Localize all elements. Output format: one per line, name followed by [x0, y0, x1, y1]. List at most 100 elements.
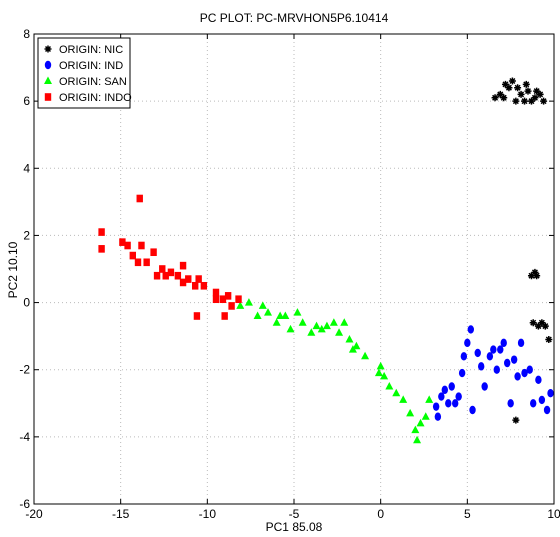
data-point: [529, 319, 537, 327]
legend-box: [37, 37, 131, 109]
data-point: [200, 281, 208, 290]
data-point: [441, 385, 448, 395]
data-point: [497, 345, 504, 354]
data-point: [541, 322, 549, 330]
data-point: [460, 352, 468, 361]
data-point: [455, 392, 462, 401]
data-point: [538, 319, 546, 327]
data-point: [514, 372, 521, 381]
data-point: [235, 295, 242, 304]
data-point: [385, 382, 394, 390]
data-point: [508, 77, 516, 85]
y-tick-label: 0: [23, 296, 30, 310]
data-point: [98, 228, 105, 236]
data-point: [547, 389, 554, 398]
data-point: [467, 325, 474, 334]
data-point: [293, 308, 302, 316]
data-point: [192, 281, 199, 290]
data-point: [531, 268, 539, 276]
data-point: [458, 368, 466, 378]
data-point: [543, 405, 551, 415]
data-point: [244, 298, 253, 306]
data-point: [143, 258, 150, 267]
data-point: [500, 338, 507, 348]
data-point: [224, 292, 232, 300]
data-point: [307, 328, 316, 336]
data-points: [98, 77, 554, 444]
data-point: [538, 395, 546, 405]
data-point: [413, 435, 422, 444]
data-point: [221, 312, 228, 320]
grid-lines: [34, 34, 554, 504]
data-point: [486, 352, 494, 361]
data-point: [514, 84, 522, 92]
data-point: [212, 295, 220, 304]
y-tick-label: 2: [23, 228, 30, 242]
data-point: [505, 84, 513, 92]
data-point: [98, 245, 105, 253]
data-point: [540, 97, 548, 105]
data-point: [481, 382, 488, 391]
data-point: [392, 388, 401, 397]
data-point: [517, 90, 525, 98]
data-point: [361, 351, 370, 360]
data-point: [512, 97, 520, 105]
data-point: [317, 324, 326, 333]
data-point: [167, 268, 175, 277]
data-point: [124, 241, 131, 250]
x-tick-label: 5: [464, 507, 471, 521]
data-point: [264, 308, 272, 316]
series-origin-nic: [491, 77, 553, 424]
x-tick-label: -15: [112, 507, 130, 521]
data-point: [406, 408, 415, 417]
data-point: [138, 241, 145, 250]
data-point: [193, 312, 201, 320]
data-point: [374, 368, 383, 377]
x-tick-label: 10: [547, 507, 560, 521]
legend-marker: [44, 76, 52, 84]
data-point: [448, 382, 455, 391]
data-point: [253, 311, 262, 319]
data-point: [281, 311, 290, 319]
data-point: [526, 365, 533, 374]
data-point: [298, 318, 307, 326]
data-point: [534, 322, 542, 330]
y-tick-label: -6: [19, 497, 30, 511]
data-point: [536, 90, 544, 98]
data-point: [272, 318, 281, 326]
data-point: [228, 302, 235, 310]
data-point: [136, 194, 143, 203]
legend: ORIGIN: NIC ORIGIN: IND ORIGIN: SAN ORIGIN:…: [37, 37, 132, 109]
data-point: [493, 365, 500, 374]
data-point: [469, 405, 476, 415]
x-tick-label: -20: [25, 507, 43, 521]
data-point: [452, 399, 459, 408]
data-point: [411, 425, 420, 434]
x-tick-label: -5: [289, 507, 300, 521]
data-point: [507, 399, 514, 408]
data-point: [352, 341, 361, 350]
chart-title: PC PLOT: PC-MRVHON5P6.10414: [200, 11, 389, 25]
data-point: [340, 318, 349, 326]
data-point: [335, 328, 344, 336]
data-point: [129, 251, 136, 260]
data-point: [530, 399, 537, 408]
data-point: [425, 395, 434, 403]
data-point: [432, 402, 440, 411]
series-origin-indo: [98, 194, 242, 320]
data-point: [500, 94, 508, 102]
data-point: [512, 416, 520, 424]
data-point: [376, 361, 385, 370]
data-point: [490, 345, 497, 354]
x-tick-label: 0: [377, 507, 384, 521]
data-point: [434, 412, 442, 421]
data-point: [533, 272, 541, 280]
data-point: [421, 412, 430, 420]
data-point: [524, 87, 532, 95]
data-point: [329, 318, 338, 326]
data-point: [445, 399, 452, 408]
data-point: [380, 371, 389, 380]
data-point: [236, 301, 245, 309]
data-point: [258, 301, 267, 309]
